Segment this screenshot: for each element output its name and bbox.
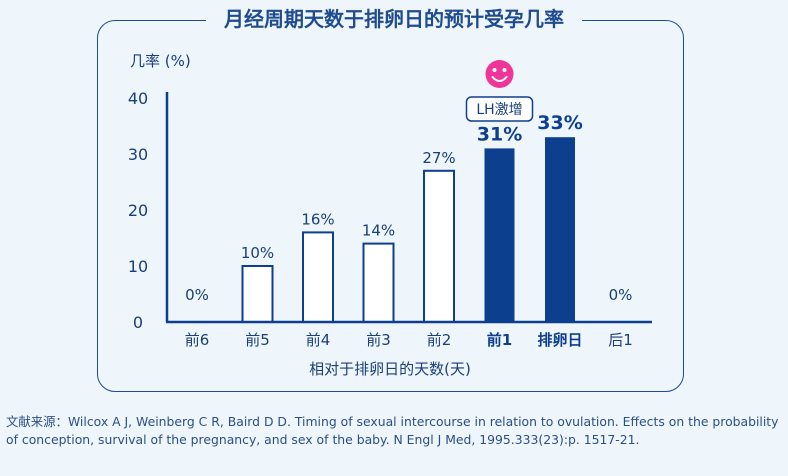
bar bbox=[545, 137, 575, 322]
x-axis-label: 相对于排卵日的天数(天) bbox=[309, 360, 471, 378]
x-tick-label: 后1 bbox=[608, 331, 633, 349]
data-label: 0% bbox=[185, 286, 209, 304]
y-tick-label: 10 bbox=[128, 257, 148, 276]
x-tick-label: 前2 bbox=[427, 331, 452, 349]
data-label: 16% bbox=[301, 210, 334, 228]
data-label: 10% bbox=[241, 244, 274, 262]
lh-surge-badge bbox=[465, 96, 534, 122]
bar bbox=[484, 148, 515, 322]
smiley-eye-left bbox=[492, 68, 497, 72]
bar bbox=[302, 231, 334, 323]
y-tick-label: 40 bbox=[128, 89, 148, 108]
x-tick-label: 前5 bbox=[245, 331, 270, 349]
x-tick-label: 排卵日 bbox=[537, 331, 582, 349]
y-axis: 几率 (%) 0 10 20 30 40 bbox=[128, 52, 191, 332]
x-tick-label: 前1 bbox=[487, 331, 512, 349]
smiley-mouth bbox=[491, 76, 508, 82]
data-labels: 0% 10% 16% 14% 27% 31% 33% 0% bbox=[185, 112, 632, 304]
smiley-eye-right bbox=[502, 68, 507, 72]
chart-title: 月经周期天数于排卵日的预计受孕几率 bbox=[0, 6, 788, 32]
chart-card bbox=[97, 20, 684, 392]
bar bbox=[241, 265, 274, 323]
annotation: LH激增 bbox=[465, 60, 534, 122]
bar bbox=[362, 242, 395, 324]
bar bbox=[423, 169, 455, 323]
bars bbox=[241, 137, 575, 324]
y-tick-label: 30 bbox=[128, 145, 148, 164]
source-citation: 文献来源：Wilcox A J, Weinberg C R, Baird D D… bbox=[6, 414, 779, 447]
data-label: 31% bbox=[477, 123, 522, 145]
smiley-face-icon bbox=[485, 60, 514, 88]
y-axis-label: 几率 (%) bbox=[130, 52, 191, 70]
y-tick-label: 0 bbox=[133, 313, 143, 332]
lh-surge-label: LH激增 bbox=[476, 101, 522, 118]
y-tick-label: 20 bbox=[128, 201, 148, 220]
x-axis: 前6 前5 前4 前3 前2 前1 排卵日 后1 相对于排卵日的天数(天) bbox=[166, 320, 652, 378]
x-tick-label: 前6 bbox=[185, 331, 210, 349]
smiley-face bbox=[485, 60, 514, 88]
data-label: 14% bbox=[362, 222, 395, 240]
data-label: 27% bbox=[422, 149, 455, 167]
x-tick-label: 前3 bbox=[366, 331, 391, 349]
data-label: 0% bbox=[609, 286, 633, 304]
data-label: 33% bbox=[537, 112, 582, 134]
x-tick-label: 前4 bbox=[306, 331, 331, 349]
